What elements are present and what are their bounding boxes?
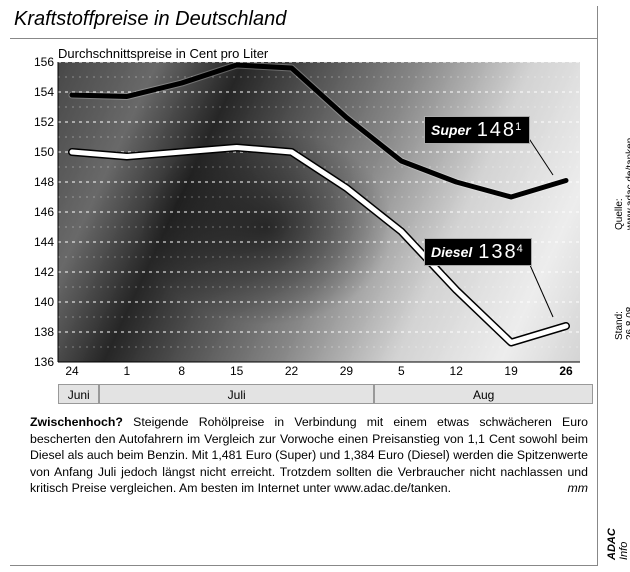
title-rule <box>10 38 598 39</box>
y-tick: 148 <box>24 175 54 189</box>
y-tick: 142 <box>24 265 54 279</box>
paragraph-signature: mm <box>568 480 589 497</box>
side-adac-bold: ADAC <box>606 528 618 560</box>
y-tick: 136 <box>24 355 54 369</box>
x-tick: 29 <box>326 364 366 378</box>
x-tick: 1 <box>107 364 147 378</box>
description-paragraph: Zwischenhoch? Steigende Rohölpreise in V… <box>30 414 588 497</box>
badge-super-dec: 1 <box>515 122 523 133</box>
x-tick: 24 <box>52 364 92 378</box>
badge-super-value: 148 1 <box>477 120 524 140</box>
side-adac-info: Info <box>618 542 630 560</box>
y-tick: 146 <box>24 205 54 219</box>
y-tick: 140 <box>24 295 54 309</box>
y-tick: 152 <box>24 115 54 129</box>
badge-super-main: 148 <box>477 120 516 140</box>
badge-super: Super 148 1 <box>424 116 530 144</box>
paragraph-lead: Zwischenhoch? <box>30 415 123 429</box>
y-tick: 154 <box>24 85 54 99</box>
month-box: Juli <box>99 384 373 404</box>
x-tick: 26 <box>546 364 586 378</box>
x-tick: 12 <box>436 364 476 378</box>
side-quelle: Quelle: www.adac.de/tanken <box>614 138 630 230</box>
y-tick: 150 <box>24 145 54 159</box>
y-tick: 144 <box>24 235 54 249</box>
month-box: Juni <box>58 384 99 404</box>
chart-subtitle: Durchschnittspreise in Cent pro Liter <box>58 46 268 61</box>
chart-series <box>58 62 580 362</box>
x-tick: 8 <box>162 364 202 378</box>
badge-super-label: Super <box>431 122 471 138</box>
y-tick: 138 <box>24 325 54 339</box>
month-box: Aug <box>374 384 594 404</box>
page-title: Kraftstoffpreise in Deutschland <box>14 8 292 31</box>
y-tick: 156 <box>24 55 54 69</box>
month-row: JuniJuliAug <box>58 384 580 406</box>
badge-diesel-dec: 4 <box>517 244 525 255</box>
x-tick: 5 <box>381 364 421 378</box>
badge-diesel-label: Diesel <box>431 244 472 260</box>
chart-plot: Super 148 1 Diesel 138 4 136138140142144… <box>58 62 580 362</box>
badge-diesel-main: 138 <box>478 242 517 262</box>
badge-diesel: Diesel 138 4 <box>424 238 532 266</box>
side-adac: ADAC Info gramm <box>606 526 630 560</box>
x-tick: 22 <box>272 364 312 378</box>
chart: Super 148 1 Diesel 138 4 136138140142144… <box>24 62 584 400</box>
x-tick: 19 <box>491 364 531 378</box>
side-stand: Stand: 26.8.08 <box>614 307 630 340</box>
badge-diesel-value: 138 4 <box>478 242 525 262</box>
x-tick: 15 <box>217 364 257 378</box>
